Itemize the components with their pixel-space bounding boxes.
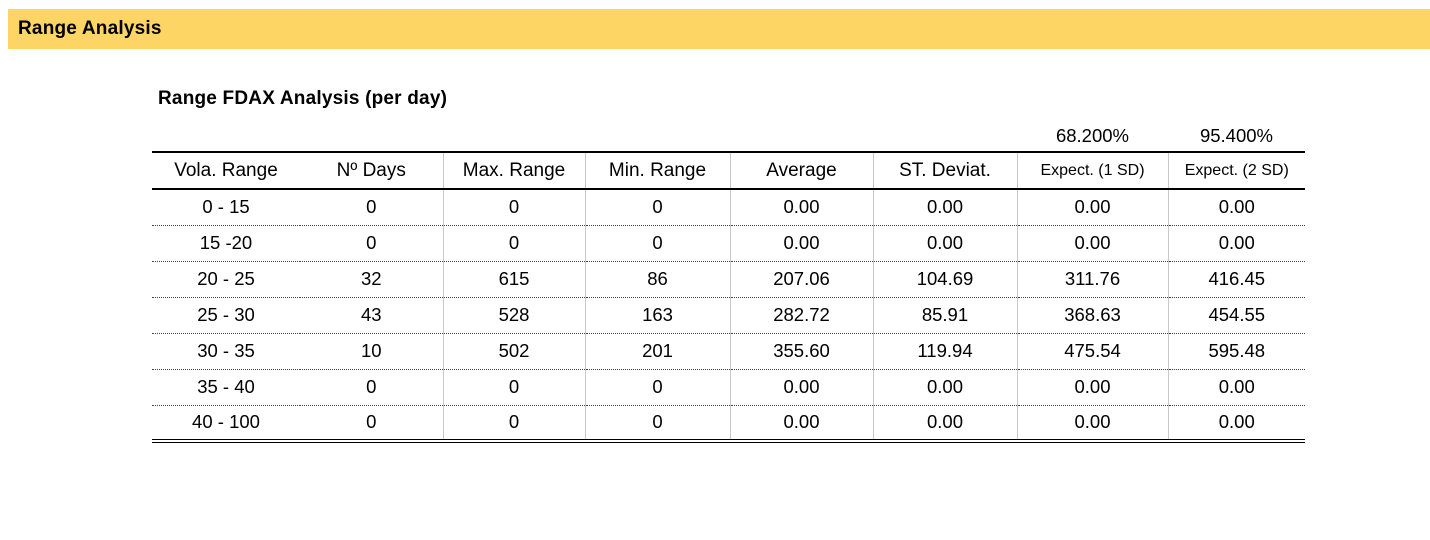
table-row: 30 - 35 10 502 201 355.60 119.94 475.54 595.48 [152, 333, 1305, 369]
cell[interactable]: 0.00 [872, 225, 1017, 261]
cell-vola-range[interactable]: 35 - 40 [197, 376, 255, 397]
cell[interactable]: 0.00 [729, 405, 873, 441]
cell[interactable]: 311.76 [1016, 261, 1168, 297]
section-banner-title: Range Analysis [18, 18, 162, 39]
cell[interactable]: 0 [366, 232, 377, 253]
cell[interactable]: 0.00 [872, 405, 1017, 441]
column-header-max-range[interactable]: Max. Range [442, 152, 585, 189]
cell[interactable]: 104.69 [872, 261, 1017, 297]
table-body: 0 - 15 0 0 0 0.00 0.00 0.00 0.00 15 -20 0 0 0 0.00 0.… [152, 189, 1305, 441]
confidence-levels-row: 68.200% 95.400% [152, 121, 1305, 151]
table-row: 20 - 25 32 615 86 207.06 104.69 311.76 416.45 [152, 261, 1305, 297]
cell[interactable]: 0 [584, 405, 730, 441]
cell[interactable]: 201 [584, 333, 730, 369]
cell[interactable]: 454.55 [1167, 297, 1305, 333]
cell[interactable]: 119.94 [872, 333, 1017, 369]
column-header-vola-range[interactable]: Vola. Range [174, 159, 278, 181]
cell-vola-range[interactable]: 20 - 25 [197, 268, 255, 289]
cell[interactable]: 416.45 [1167, 261, 1305, 297]
cell[interactable]: 0.00 [1016, 189, 1168, 225]
cell[interactable]: 0.00 [1167, 189, 1305, 225]
column-header-min-range[interactable]: Min. Range [584, 152, 730, 189]
cell[interactable]: 85.91 [872, 297, 1017, 333]
cell[interactable]: 0.00 [729, 189, 873, 225]
cell[interactable]: 0 [366, 196, 377, 218]
table-row: 0 - 15 0 0 0 0.00 0.00 0.00 0.00 [152, 189, 1305, 225]
cell[interactable]: 0.00 [1167, 369, 1305, 405]
cell-vola-range[interactable]: 30 - 35 [197, 340, 255, 361]
cell[interactable]: 0 [584, 189, 730, 225]
cell-vola-range[interactable]: 25 - 30 [197, 304, 255, 325]
cell[interactable]: 0.00 [1016, 225, 1168, 261]
column-header-n-days[interactable]: Nº Days [336, 159, 406, 181]
cell[interactable]: 615 [442, 261, 585, 297]
cell[interactable]: 368.63 [1016, 297, 1168, 333]
cell[interactable]: 0 [442, 189, 585, 225]
section-banner: Range Analysis [8, 9, 1430, 49]
cell[interactable]: 0 [442, 405, 585, 441]
data-table: Vola. Range Nº Days Max. Range Min. Range Av… [152, 151, 1305, 443]
cell[interactable]: 10 [360, 340, 382, 361]
cell[interactable]: 0.00 [1167, 225, 1305, 261]
cell[interactable]: 86 [584, 261, 730, 297]
cell[interactable]: 595.48 [1167, 333, 1305, 369]
header-row: Vola. Range Nº Days Max. Range Min. Range Av… [152, 152, 1305, 189]
cell[interactable]: 0 [584, 225, 730, 261]
table-row: 15 -20 0 0 0 0.00 0.00 0.00 0.00 [152, 225, 1305, 261]
cell[interactable]: 0 [442, 225, 585, 261]
cell[interactable]: 0.00 [1016, 369, 1168, 405]
column-header-expect-1-sd[interactable]: Expect. (1 SD) [1016, 152, 1168, 189]
cell[interactable]: 0.00 [872, 369, 1017, 405]
cell[interactable]: 0 [366, 376, 377, 397]
table-row: 25 - 30 43 528 163 282.72 85.91 368.63 454.55 [152, 297, 1305, 333]
table-title: Range FDAX Analysis (per day) [158, 88, 448, 109]
cell[interactable]: 0.00 [729, 225, 873, 261]
cell[interactable]: 528 [442, 297, 585, 333]
cell-vola-range[interactable]: 40 - 100 [192, 411, 260, 433]
cell[interactable]: 163 [584, 297, 730, 333]
cell[interactable]: 0 [366, 411, 377, 433]
cell[interactable]: 0.00 [1016, 405, 1168, 441]
table-row: 35 - 40 0 0 0 0.00 0.00 0.00 0.00 [152, 369, 1305, 405]
column-header-st-deviat[interactable]: ST. Deviat. [872, 152, 1017, 189]
cell[interactable]: 0 [584, 369, 730, 405]
cell[interactable]: 0.00 [1167, 405, 1305, 441]
cell[interactable]: 43 [360, 304, 382, 325]
cell[interactable]: 207.06 [729, 261, 873, 297]
range-analysis-table: 68.200% 95.400% Vola. Range Nº Days Max. R… [152, 121, 1305, 443]
table-header: Vola. Range Nº Days Max. Range Min. Range Av… [152, 152, 1305, 189]
cell-vola-range[interactable]: 15 -20 [199, 232, 253, 253]
confidence-2sd-percent: 95.400% [1199, 125, 1274, 146]
cell[interactable]: 502 [442, 333, 585, 369]
cell-vola-range[interactable]: 0 - 15 [202, 196, 250, 218]
cell[interactable]: 475.54 [1016, 333, 1168, 369]
cell[interactable]: 0.00 [729, 369, 873, 405]
table-row: 40 - 100 0 0 0 0.00 0.00 0.00 0.00 [152, 405, 1305, 441]
cell[interactable]: 282.72 [729, 297, 873, 333]
confidence-1sd-percent: 68.200% [1055, 125, 1130, 146]
column-header-average[interactable]: Average [729, 152, 873, 189]
cell[interactable]: 32 [360, 268, 382, 289]
cell[interactable]: 355.60 [729, 333, 873, 369]
cell[interactable]: 0 [442, 369, 585, 405]
column-header-expect-2-sd[interactable]: Expect. (2 SD) [1167, 152, 1305, 189]
cell[interactable]: 0.00 [872, 189, 1017, 225]
